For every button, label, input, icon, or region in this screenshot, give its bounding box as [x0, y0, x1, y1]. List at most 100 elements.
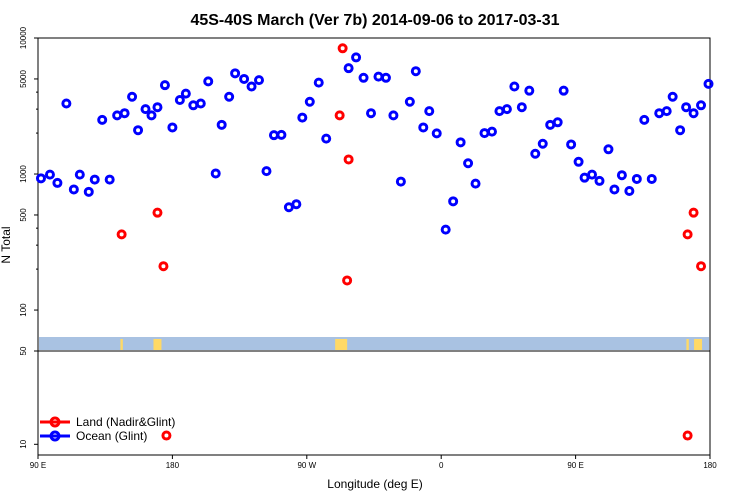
ocean-point	[440, 224, 451, 235]
land-band-segment	[694, 339, 703, 350]
ocean-point	[313, 77, 324, 88]
ocean-point	[74, 169, 85, 180]
ocean-point	[688, 108, 699, 119]
ocean-point	[380, 72, 391, 83]
ocean-point	[291, 199, 302, 210]
chart-title: 45S-40S March (Ver 7b) 2014-09-06 to 201…	[190, 12, 559, 29]
ocean-point	[97, 114, 108, 125]
x-axis-label: Longitude (deg E)	[327, 477, 422, 491]
ocean-point	[631, 173, 642, 184]
x-tick-label: 90 W	[297, 461, 316, 470]
ocean-point	[448, 196, 459, 207]
ocean-point	[388, 110, 399, 121]
y-tick-label: 100	[19, 303, 28, 317]
ocean-point	[566, 139, 577, 150]
legend-ocean-marker	[49, 430, 61, 442]
ocean-point	[127, 91, 138, 102]
ocean-point	[133, 125, 144, 136]
ocean-point	[140, 104, 151, 115]
ocean-point	[174, 95, 185, 106]
ocean-point	[410, 66, 421, 77]
ocean-point	[351, 52, 362, 63]
land-point	[696, 261, 707, 272]
ocean-point	[573, 156, 584, 167]
ocean-point	[418, 122, 429, 133]
ocean-point	[479, 128, 490, 139]
x-tick-label: 0	[439, 461, 444, 470]
lower-y-axis: 10 50	[19, 346, 38, 449]
ocean-point	[61, 98, 72, 109]
ocean-point	[254, 75, 265, 86]
ocean-point	[373, 71, 384, 82]
land-ocean-band	[39, 337, 709, 350]
ocean-point	[639, 114, 650, 125]
land-point	[688, 207, 699, 218]
ocean-point	[616, 170, 627, 181]
land-point	[342, 275, 353, 286]
y-tick-label: 10000	[19, 26, 28, 49]
ocean-point	[321, 133, 332, 144]
ocean-point	[646, 173, 657, 184]
ocean-point	[224, 91, 235, 102]
legend: Land (Nadir&Glint) Ocean (Glint)	[40, 415, 175, 443]
ocean-point	[524, 85, 535, 96]
ocean-point	[167, 122, 178, 133]
ocean-point	[44, 169, 55, 180]
ocean-point	[470, 178, 481, 189]
land-point	[343, 154, 354, 165]
ocean-point	[675, 125, 686, 136]
upper-y-axis: 100 500 1000 5000 10000	[19, 26, 38, 317]
ocean-point	[494, 106, 505, 117]
ocean-point	[431, 128, 442, 139]
ocean-point	[203, 76, 214, 87]
lower-panel-frame	[37, 350, 711, 456]
ocean-point	[667, 91, 678, 102]
ocean-point	[283, 202, 294, 213]
ocean-point	[463, 158, 474, 169]
ocean-point	[681, 102, 692, 113]
ocean-point	[239, 73, 250, 84]
ocean-point	[594, 175, 605, 186]
y-tick-label: 500	[19, 208, 28, 222]
ocean-point	[530, 148, 541, 159]
ocean-point	[545, 119, 556, 130]
ocean-point	[188, 100, 199, 111]
ocean-point	[195, 98, 206, 109]
lower-data-points	[161, 430, 693, 441]
x-tick-label: 90 E	[30, 461, 46, 470]
ocean-point	[297, 112, 308, 123]
ocean-point	[486, 126, 497, 137]
y-axis-label: N Total	[0, 226, 13, 263]
ocean-point	[395, 176, 406, 187]
ocean-point	[404, 96, 415, 107]
ocean-point	[89, 174, 100, 185]
ocean-point	[696, 100, 707, 111]
ocean-point	[276, 129, 287, 140]
x-tick-label: 180	[166, 461, 180, 470]
ocean-point	[609, 184, 620, 195]
ocean-point	[68, 184, 79, 195]
ocean-point	[501, 104, 512, 115]
ocean-point	[83, 186, 94, 197]
land-band-segment	[120, 339, 123, 350]
ocean-point	[603, 144, 614, 155]
ocean-point	[112, 110, 123, 121]
x-axis: 90 E 180 90 W 0 90 E 180	[30, 455, 717, 470]
ocean-point	[624, 186, 635, 197]
ocean-point	[579, 172, 590, 183]
legend-land-marker	[49, 416, 61, 428]
ocean-point	[159, 80, 170, 91]
x-tick-label: 180	[703, 461, 717, 470]
ocean-point	[119, 108, 130, 119]
land-band-segment	[335, 339, 348, 350]
land-point	[334, 110, 345, 121]
ocean-point	[366, 108, 377, 119]
ocean-point	[537, 138, 548, 149]
x-tick-label: 90 E	[567, 461, 583, 470]
land-point	[337, 43, 348, 54]
ocean-point	[424, 106, 435, 117]
land-point	[682, 229, 693, 240]
ocean-point	[268, 130, 279, 141]
ocean-point	[304, 96, 315, 107]
